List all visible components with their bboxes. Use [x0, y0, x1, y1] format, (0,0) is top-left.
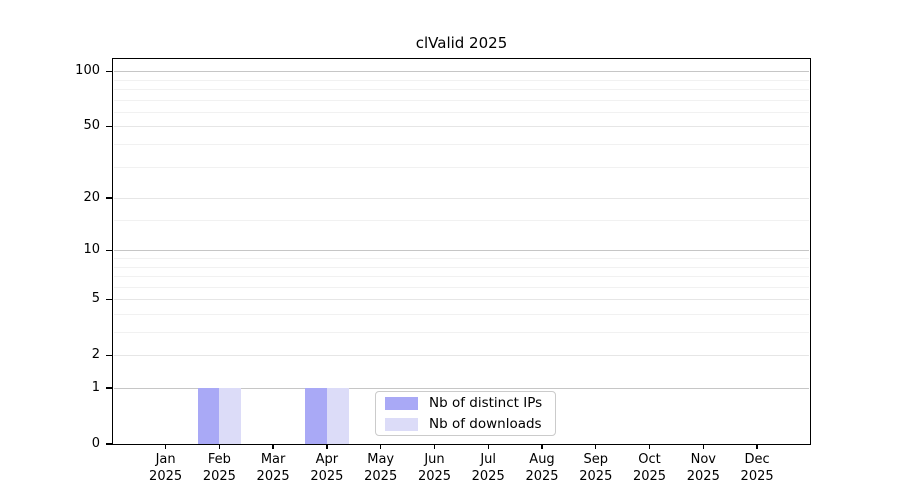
- legend-label-distinct-ips: Nb of distinct IPs: [429, 395, 543, 411]
- x-axis-tick: [702, 444, 704, 449]
- y-axis-tick: [106, 443, 113, 445]
- bar-feb-s0: [197, 388, 220, 444]
- minor-gridline: [114, 99, 809, 101]
- y-axis-tick-label: 20: [83, 190, 100, 206]
- major-gridline: [114, 388, 809, 389]
- y-axis-tick: [106, 249, 113, 251]
- y-axis-tick-label: 2: [91, 347, 100, 363]
- y-axis-tick: [106, 354, 113, 356]
- x-axis-tick: [648, 444, 651, 449]
- x-axis-tick-label: Jan 2025: [149, 452, 183, 484]
- x-axis-tick-label: Jun 2025: [417, 452, 452, 484]
- x-axis-tick-label: Feb 2025: [202, 452, 236, 484]
- minor-gridline: [114, 332, 809, 333]
- x-axis-tick-label: Aug 2025: [525, 452, 559, 484]
- bar-apr-s1: [326, 388, 349, 444]
- minor-gridline: [114, 314, 809, 315]
- major-gridline: [114, 198, 809, 200]
- y-axis-tick-label: 10: [83, 242, 100, 258]
- x-axis-tick: [756, 444, 758, 449]
- y-axis-tick-label: 100: [75, 63, 100, 79]
- y-axis-tick: [106, 125, 113, 128]
- x-axis-tick-label: Nov 2025: [686, 452, 720, 484]
- bar-apr-s0: [305, 388, 327, 444]
- minor-gridline: [114, 79, 809, 81]
- legend-swatch-downloads: [385, 417, 418, 431]
- x-axis-tick-label: May 2025: [364, 452, 398, 484]
- minor-gridline: [114, 144, 809, 145]
- x-axis-tick-label: Oct 2025: [632, 452, 667, 484]
- major-gridline: [114, 250, 809, 252]
- legend-item-downloads: Nb of downloads: [385, 416, 555, 432]
- y-axis-tick: [106, 197, 113, 199]
- legend-label-downloads: Nb of downloads: [429, 416, 542, 432]
- x-axis-tick-label: Sep 2025: [579, 452, 613, 484]
- minor-gridline: [114, 89, 809, 90]
- x-axis-tick: [541, 444, 543, 449]
- legend: Nb of distinct IPs Nb of downloads: [375, 391, 556, 436]
- x-axis-tick-label: Dec 2025: [740, 452, 774, 484]
- chart-title: clValid 2025: [415, 34, 508, 52]
- minor-gridline: [114, 286, 809, 288]
- legend-item-distinct-ips: Nb of distinct IPs: [385, 395, 555, 411]
- y-axis-tick: [106, 387, 113, 389]
- plot-area: [112, 58, 811, 445]
- y-axis-tick-label: 0: [91, 436, 100, 451]
- minor-gridline: [114, 258, 809, 259]
- x-axis-tick: [272, 444, 274, 449]
- major-gridline: [114, 355, 809, 357]
- x-axis-tick: [595, 444, 597, 449]
- x-axis-tick: [380, 444, 382, 449]
- major-gridline: [114, 126, 809, 128]
- y-axis-tick-label: 50: [83, 118, 100, 134]
- x-axis-tick-label: Apr 2025: [310, 452, 344, 484]
- x-axis-tick-label: Mar 2025: [256, 452, 290, 484]
- bar-feb-s1: [219, 388, 242, 444]
- x-axis-tick: [218, 444, 221, 449]
- minor-gridline: [114, 166, 809, 168]
- y-axis-tick-label: 5: [91, 291, 100, 307]
- y-axis-tick: [106, 70, 113, 72]
- minor-gridline: [114, 111, 809, 113]
- major-gridline: [114, 71, 809, 73]
- x-axis-tick: [164, 444, 167, 449]
- y-axis-tick-label: 1: [91, 380, 100, 395]
- major-gridline: [114, 299, 809, 301]
- x-axis-tick: [487, 444, 489, 449]
- legend-swatch-distinct-ips: [385, 396, 418, 410]
- x-axis-tick: [326, 444, 328, 449]
- minor-gridline: [114, 266, 809, 268]
- minor-gridline: [114, 276, 809, 277]
- minor-gridline: [114, 220, 809, 221]
- x-axis-tick-label: Jul 2025: [471, 452, 505, 484]
- y-axis-tick: [106, 298, 113, 300]
- x-axis-tick: [433, 444, 436, 449]
